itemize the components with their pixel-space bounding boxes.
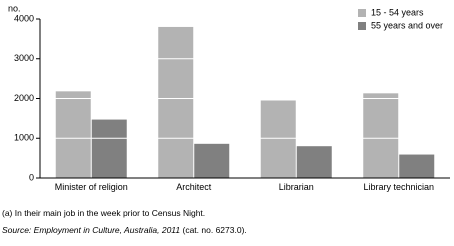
y-tick-label: 0	[29, 172, 34, 182]
legend-label: 15 - 54 years	[371, 7, 424, 17]
y-tick-label: 3000	[14, 53, 34, 63]
bar	[194, 143, 230, 178]
bar	[260, 100, 296, 178]
source-catalog: (cat. no. 6273.0).	[182, 225, 247, 235]
x-tick-label: Minister of religion	[54, 182, 128, 192]
x-tick-label: Library technician	[363, 182, 435, 192]
x-tick-label: Architect	[176, 182, 212, 192]
bar	[55, 91, 91, 178]
bar	[296, 146, 332, 178]
y-tick-label: 2000	[14, 93, 34, 103]
y-tick-label: 4000	[14, 13, 34, 23]
legend-swatch	[358, 9, 366, 17]
legend-swatch	[358, 22, 366, 30]
bar	[399, 154, 435, 178]
bar	[91, 119, 127, 178]
bar	[158, 26, 194, 179]
legend-label: 55 years and over	[371, 20, 443, 30]
source: Source: Employment in Culture, Australia…	[2, 225, 247, 235]
y-tick-label: 1000	[14, 133, 34, 143]
x-tick-label: Librarian	[278, 182, 314, 192]
footnote: (a) In their main job in the week prior …	[2, 208, 206, 218]
source-title: Source: Employment in Culture, Australia…	[2, 225, 181, 235]
bar	[363, 93, 399, 178]
y-unit: no.	[8, 3, 21, 13]
